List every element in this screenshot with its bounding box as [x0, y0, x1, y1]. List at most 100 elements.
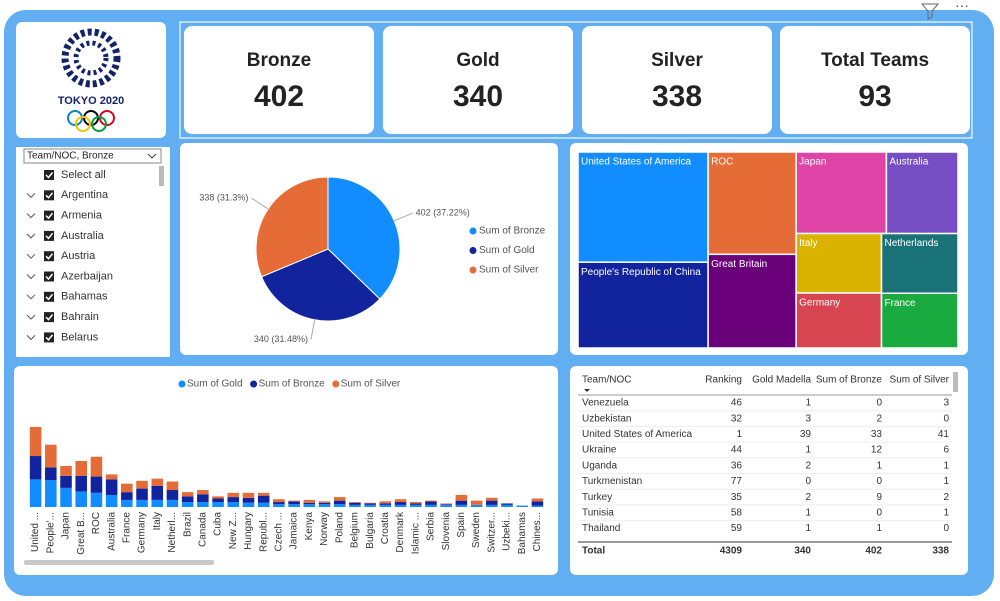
bar-segment — [394, 499, 407, 503]
legend-label: Sum of Bronze — [479, 226, 546, 237]
bar-segment — [440, 504, 452, 507]
table-cell: Ukraine — [582, 445, 617, 456]
sort-indicator — [584, 389, 590, 392]
bar-segment — [105, 494, 118, 507]
table-cell: 46 — [731, 398, 743, 409]
slicer-item: Austria — [61, 250, 96, 262]
bar-segment — [333, 504, 346, 507]
table-cell: 12 — [871, 445, 883, 456]
kpi-card — [582, 26, 772, 134]
bar-segment — [60, 465, 72, 476]
kpi-value: 93 — [858, 80, 891, 113]
checkmark — [45, 253, 54, 260]
x-tick-label: Great B... — [76, 512, 87, 555]
kpi-value: 338 — [652, 80, 702, 113]
bar-segment — [90, 492, 103, 507]
treemap-label: Netherlands — [885, 238, 939, 249]
slicer-checkbox[interactable] — [44, 271, 54, 282]
bar-segment — [440, 504, 452, 505]
bar-segment — [273, 502, 285, 505]
x-tick-label: Slovenia — [441, 512, 452, 551]
bar-segment — [105, 474, 118, 480]
treemap-label: Germany — [799, 298, 840, 309]
bar-segment — [409, 504, 422, 507]
table-cell: 1 — [943, 508, 949, 519]
bar-segment — [151, 499, 164, 507]
table-cell: 35 — [731, 492, 743, 503]
kpi-value: 340 — [453, 80, 503, 113]
treemap-tile — [885, 151, 959, 235]
x-tick-label: Serbia — [426, 512, 437, 541]
bar-segment — [425, 504, 437, 507]
slicer-dropdown[interactable] — [23, 148, 162, 164]
bar-segment — [227, 492, 240, 498]
table-header: Sum of Bronze — [816, 375, 883, 386]
x-tick-label: Sweden — [471, 512, 482, 548]
bar-segment — [333, 500, 346, 505]
bar-segment — [136, 488, 148, 500]
x-tick-label: Cuba — [213, 512, 224, 536]
dropdown-chevron — [147, 153, 157, 159]
bar-segment — [181, 492, 194, 497]
slicer-item: Bahrain — [61, 311, 99, 323]
bar-scrollbar — [24, 560, 214, 565]
more-options[interactable]: ⋯ — [955, 0, 969, 14]
slicer-checkbox[interactable] — [44, 312, 54, 323]
table-cell: 0 — [876, 398, 882, 409]
table-cell: 1 — [943, 460, 949, 471]
table-total: 4309 — [720, 546, 743, 557]
bar-segment — [242, 502, 255, 507]
slicer-checkbox[interactable] — [44, 190, 54, 201]
bar-segment — [349, 502, 361, 503]
bar-segment — [212, 502, 224, 507]
treemap-label: Italy — [799, 238, 817, 249]
bar-segment — [227, 497, 240, 503]
bar-segment — [151, 478, 164, 486]
table-cell: 58 — [731, 508, 743, 519]
pie-slice — [260, 248, 381, 322]
checkmark — [45, 192, 54, 199]
expand-chevron — [26, 192, 36, 199]
bar-segment — [181, 502, 194, 507]
x-tick-label: Italy — [152, 512, 163, 530]
table-cell: 36 — [731, 460, 743, 471]
x-tick-label: Belgium — [350, 512, 361, 548]
slicer-checkbox[interactable] — [44, 230, 54, 241]
filter-icon[interactable] — [920, 3, 940, 20]
bar-segment — [121, 492, 133, 500]
table-cell: 1 — [736, 429, 742, 440]
bar-segment — [257, 502, 270, 507]
leader-line — [394, 212, 413, 222]
bar-segment — [379, 501, 392, 504]
slicer-checkbox[interactable] — [44, 210, 54, 221]
bar-segment — [394, 502, 407, 505]
x-tick-label: Spain — [456, 512, 467, 538]
bar-segment — [425, 501, 437, 505]
slicer-item: Azerbaijan — [61, 270, 113, 282]
table-cell: 3 — [805, 413, 811, 424]
slicer-checkbox[interactable] — [44, 332, 54, 343]
slicer-checkbox[interactable] — [44, 251, 54, 262]
treemap-label: ROC — [711, 157, 733, 168]
checkmark — [45, 273, 54, 281]
bar-segment — [440, 503, 452, 505]
expand-chevron — [26, 233, 36, 239]
table-cell: 2 — [876, 413, 882, 424]
x-tick-label: Islamic ... — [410, 512, 421, 554]
slicer-checkbox[interactable] — [44, 170, 54, 180]
kpi-label: Bronze — [247, 50, 311, 71]
slicer-checkbox[interactable] — [44, 291, 54, 302]
x-tick-label: Chines... — [532, 512, 543, 551]
bar-segment — [379, 503, 392, 505]
bar-segment — [455, 500, 468, 505]
slicer-item: Australia — [61, 230, 105, 242]
checkmark — [45, 314, 54, 321]
table-cell: 2 — [805, 492, 811, 503]
x-tick-label: Jamaica — [289, 512, 300, 550]
treemap-tile — [707, 151, 797, 256]
treemap-label: United States of America — [581, 157, 691, 168]
slicer-item: Belarus — [61, 331, 99, 343]
